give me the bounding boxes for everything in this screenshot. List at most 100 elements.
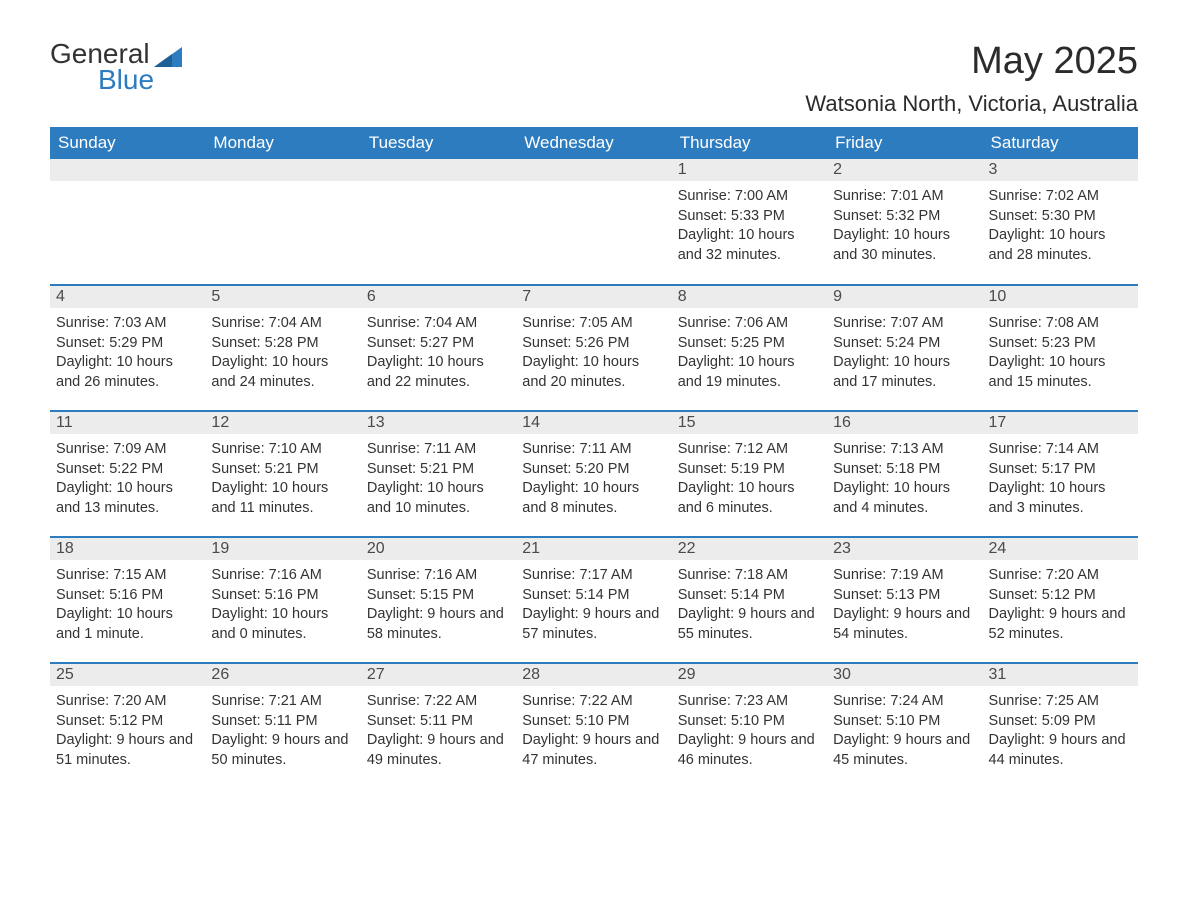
sunrise-text: Sunrise: 7:25 AM [989, 692, 1132, 712]
daylight-text: Daylight: 10 hours and 17 minutes. [833, 353, 976, 392]
sunrise-text: Sunrise: 7:20 AM [989, 566, 1132, 586]
daylight-text: Daylight: 9 hours and 45 minutes. [833, 731, 976, 770]
day-details: Sunrise: 7:07 AMSunset: 5:24 PMDaylight:… [827, 308, 982, 396]
daylight-text: Daylight: 10 hours and 3 minutes. [989, 479, 1132, 518]
daylight-text: Daylight: 10 hours and 4 minutes. [833, 479, 976, 518]
day-number: 16 [827, 412, 982, 434]
sunset-text: Sunset: 5:13 PM [833, 586, 976, 606]
daylight-text: Daylight: 10 hours and 8 minutes. [522, 479, 665, 518]
daylight-text: Daylight: 9 hours and 54 minutes. [833, 605, 976, 644]
daylight-text: Daylight: 9 hours and 47 minutes. [522, 731, 665, 770]
day-number: 5 [205, 286, 360, 308]
day-number: 10 [983, 286, 1138, 308]
sunrise-text: Sunrise: 7:06 AM [678, 314, 821, 334]
day-number: 31 [983, 664, 1138, 686]
calendar-cell: 18Sunrise: 7:15 AMSunset: 5:16 PMDayligh… [50, 537, 205, 663]
day-details: Sunrise: 7:11 AMSunset: 5:20 PMDaylight:… [516, 434, 671, 522]
sunrise-text: Sunrise: 7:16 AM [211, 566, 354, 586]
day-details: Sunrise: 7:03 AMSunset: 5:29 PMDaylight:… [50, 308, 205, 396]
day-number: 4 [50, 286, 205, 308]
calendar-table: Sunday Monday Tuesday Wednesday Thursday… [50, 127, 1138, 789]
calendar-body: 1Sunrise: 7:00 AMSunset: 5:33 PMDaylight… [50, 159, 1138, 789]
calendar-cell: 4Sunrise: 7:03 AMSunset: 5:29 PMDaylight… [50, 285, 205, 411]
calendar-week-row: 25Sunrise: 7:20 AMSunset: 5:12 PMDayligh… [50, 663, 1138, 789]
brand-word-2: Blue [98, 64, 230, 96]
calendar-cell: 20Sunrise: 7:16 AMSunset: 5:15 PMDayligh… [361, 537, 516, 663]
sunset-text: Sunset: 5:16 PM [56, 586, 199, 606]
sunset-text: Sunset: 5:12 PM [989, 586, 1132, 606]
sunset-text: Sunset: 5:28 PM [211, 334, 354, 354]
day-number: 9 [827, 286, 982, 308]
sunrise-text: Sunrise: 7:13 AM [833, 440, 976, 460]
daylight-text: Daylight: 10 hours and 19 minutes. [678, 353, 821, 392]
sunset-text: Sunset: 5:10 PM [833, 712, 976, 732]
sunrise-text: Sunrise: 7:11 AM [367, 440, 510, 460]
day-number: 29 [672, 664, 827, 686]
sunrise-text: Sunrise: 7:16 AM [367, 566, 510, 586]
day-header: Thursday [672, 127, 827, 159]
calendar-cell: 11Sunrise: 7:09 AMSunset: 5:22 PMDayligh… [50, 411, 205, 537]
day-details: Sunrise: 7:04 AMSunset: 5:28 PMDaylight:… [205, 308, 360, 396]
day-number: 24 [983, 538, 1138, 560]
daylight-text: Daylight: 10 hours and 10 minutes. [367, 479, 510, 518]
daylight-text: Daylight: 9 hours and 44 minutes. [989, 731, 1132, 770]
calendar-cell: 15Sunrise: 7:12 AMSunset: 5:19 PMDayligh… [672, 411, 827, 537]
day-details: Sunrise: 7:05 AMSunset: 5:26 PMDaylight:… [516, 308, 671, 396]
daylight-text: Daylight: 9 hours and 50 minutes. [211, 731, 354, 770]
sunrise-text: Sunrise: 7:18 AM [678, 566, 821, 586]
day-number: 14 [516, 412, 671, 434]
calendar-cell: 19Sunrise: 7:16 AMSunset: 5:16 PMDayligh… [205, 537, 360, 663]
calendar-cell: 12Sunrise: 7:10 AMSunset: 5:21 PMDayligh… [205, 411, 360, 537]
day-number: 27 [361, 664, 516, 686]
daylight-text: Daylight: 10 hours and 11 minutes. [211, 479, 354, 518]
day-number: 22 [672, 538, 827, 560]
calendar-cell: 27Sunrise: 7:22 AMSunset: 5:11 PMDayligh… [361, 663, 516, 789]
day-number-empty [516, 159, 671, 181]
calendar-week-row: 18Sunrise: 7:15 AMSunset: 5:16 PMDayligh… [50, 537, 1138, 663]
sunrise-text: Sunrise: 7:10 AM [211, 440, 354, 460]
calendar-cell: 22Sunrise: 7:18 AMSunset: 5:14 PMDayligh… [672, 537, 827, 663]
daylight-text: Daylight: 9 hours and 57 minutes. [522, 605, 665, 644]
daylight-text: Daylight: 9 hours and 46 minutes. [678, 731, 821, 770]
day-details: Sunrise: 7:10 AMSunset: 5:21 PMDaylight:… [205, 434, 360, 522]
sunset-text: Sunset: 5:33 PM [678, 207, 821, 227]
sunrise-text: Sunrise: 7:03 AM [56, 314, 199, 334]
daylight-text: Daylight: 10 hours and 0 minutes. [211, 605, 354, 644]
calendar-cell: 25Sunrise: 7:20 AMSunset: 5:12 PMDayligh… [50, 663, 205, 789]
calendar-cell: 8Sunrise: 7:06 AMSunset: 5:25 PMDaylight… [672, 285, 827, 411]
calendar-cell: 13Sunrise: 7:11 AMSunset: 5:21 PMDayligh… [361, 411, 516, 537]
day-number: 21 [516, 538, 671, 560]
day-number: 26 [205, 664, 360, 686]
calendar-cell: 16 Sunrise: 7:13 AMSunset: 5:18 PMDayligh… [827, 411, 982, 537]
sunrise-text: Sunrise: 7:17 AM [522, 566, 665, 586]
calendar-cell: 6Sunrise: 7:04 AMSunset: 5:27 PMDaylight… [361, 285, 516, 411]
sunset-text: Sunset: 5:18 PM [833, 460, 976, 480]
sunset-text: Sunset: 5:11 PM [211, 712, 354, 732]
calendar-cell: 26Sunrise: 7:21 AMSunset: 5:11 PMDayligh… [205, 663, 360, 789]
calendar-cell: 5Sunrise: 7:04 AMSunset: 5:28 PMDaylight… [205, 285, 360, 411]
sunset-text: Sunset: 5:17 PM [989, 460, 1132, 480]
day-details: Sunrise: 7:19 AMSunset: 5:13 PMDaylight:… [827, 560, 982, 648]
calendar-cell: 10Sunrise: 7:08 AMSunset: 5:23 PMDayligh… [983, 285, 1138, 411]
sunset-text: Sunset: 5:19 PM [678, 460, 821, 480]
sunrise-text: Sunrise: 7:07 AM [833, 314, 976, 334]
day-number: 17 [983, 412, 1138, 434]
sunrise-text: Sunrise: 7:01 AM [833, 187, 976, 207]
daylight-text: Daylight: 10 hours and 6 minutes. [678, 479, 821, 518]
day-details: Sunrise: 7:12 AMSunset: 5:19 PMDaylight:… [672, 434, 827, 522]
daylight-text: Daylight: 10 hours and 30 minutes. [833, 226, 976, 265]
sunset-text: Sunset: 5:32 PM [833, 207, 976, 227]
day-details: Sunrise: 7:20 AMSunset: 5:12 PMDaylight:… [983, 560, 1138, 648]
day-details: Sunrise: 7:00 AMSunset: 5:33 PMDaylight:… [672, 181, 827, 269]
day-details: Sunrise: 7:22 AMSunset: 5:10 PMDaylight:… [516, 686, 671, 774]
sunset-text: Sunset: 5:21 PM [211, 460, 354, 480]
day-number: 18 [50, 538, 205, 560]
sunset-text: Sunset: 5:26 PM [522, 334, 665, 354]
page-title: May 2025 [805, 40, 1138, 83]
day-details: Sunrise: 7:04 AMSunset: 5:27 PMDaylight:… [361, 308, 516, 396]
daylight-text: Daylight: 10 hours and 20 minutes. [522, 353, 665, 392]
calendar-cell [361, 159, 516, 285]
sunrise-text: Sunrise: 7:04 AM [367, 314, 510, 334]
sunrise-text: Sunrise: 7:05 AM [522, 314, 665, 334]
sunrise-text: Sunrise: 7:04 AM [211, 314, 354, 334]
